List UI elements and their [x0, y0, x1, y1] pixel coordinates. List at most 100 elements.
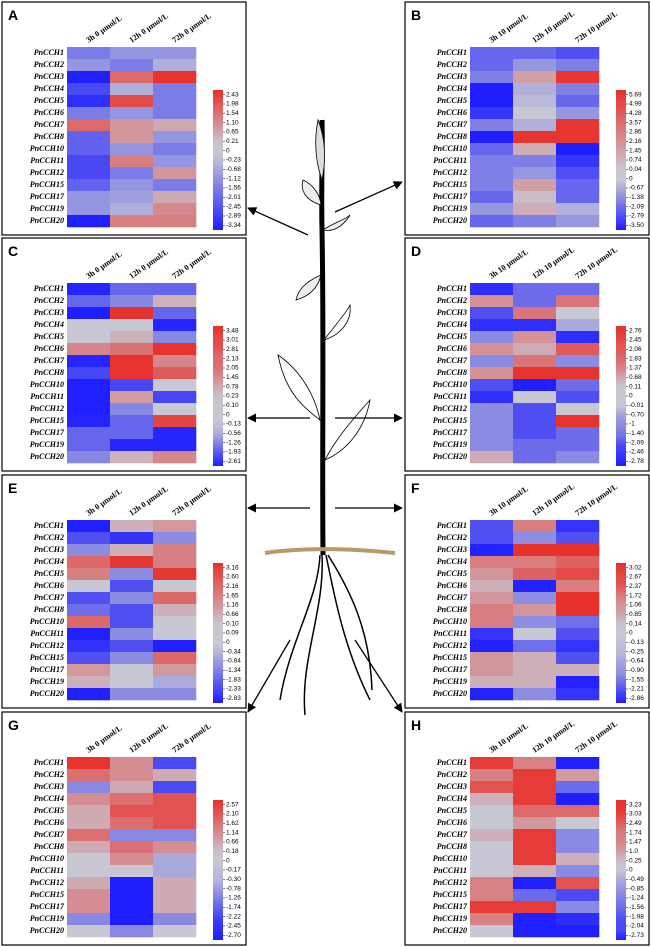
heat-cell — [556, 415, 600, 428]
row-label: PnCCH10 — [30, 617, 64, 626]
heat-cell — [110, 925, 154, 938]
heat-cell — [556, 203, 600, 216]
colorbar-tick-label: -2.79 — [629, 213, 644, 220]
colorbar-tick-label: -0.85 — [629, 885, 644, 892]
heat-cell — [67, 367, 111, 380]
heat-cell — [67, 331, 111, 344]
row-label: PnCCH2 — [34, 296, 64, 305]
colorbar-tick-label: 1.47 — [629, 839, 642, 846]
row-label: PnCCH20 — [433, 689, 467, 698]
row-label: PnCCH4 — [34, 557, 64, 566]
heat-cell — [470, 841, 514, 854]
heat-cell — [556, 59, 600, 72]
heat-cell — [67, 604, 111, 617]
heat-cell — [67, 793, 111, 806]
row-label: PnCCH8 — [34, 605, 64, 614]
heat-cell — [513, 628, 557, 641]
heat-cell — [153, 95, 197, 108]
row-label: PnCCH5 — [437, 332, 467, 341]
row-label: PnCCH12 — [30, 878, 64, 887]
heat-cell — [67, 664, 111, 677]
panel-letter: D — [411, 243, 421, 259]
heat-cell — [513, 155, 557, 168]
heat-cell — [110, 568, 154, 581]
colorbar-tick-label: 2.37 — [629, 583, 642, 590]
row-label: PnCCH20 — [433, 926, 467, 935]
colorbar-tick-label: 4.99 — [629, 101, 642, 108]
heat-cell — [110, 793, 154, 806]
row-label: PnCCH8 — [34, 842, 64, 851]
heat-cell — [556, 913, 600, 926]
heat-cell — [67, 83, 111, 96]
row-label: PnCCH1 — [437, 521, 467, 530]
row-label: PnCCH1 — [34, 48, 64, 57]
heat-cell — [513, 853, 557, 866]
heat-cell — [513, 616, 557, 629]
heat-cell — [153, 119, 197, 132]
heat-cell — [67, 203, 111, 216]
colorbar-tick-label: 0 — [629, 867, 633, 874]
colorbar-tick-label: -1.98 — [629, 913, 644, 920]
colorbar-tick-label: 1.45 — [226, 374, 239, 381]
panel-border — [404, 711, 650, 946]
colorbar-tick-label: -1 — [629, 421, 635, 428]
column-label: 3h 0 μmol/L — [84, 249, 123, 280]
colorbar-tick-label: -1.26 — [226, 439, 241, 446]
column-label: 72h 10 μmol/L — [573, 9, 619, 45]
heat-cell — [470, 628, 514, 641]
row-label: PnCCH17 — [30, 192, 65, 201]
heat-cell — [67, 520, 111, 533]
heat-cell — [153, 829, 197, 842]
heat-cell — [110, 191, 154, 204]
row-label: PnCCH15 — [30, 180, 64, 189]
heat-cell — [556, 793, 600, 806]
heat-cell — [67, 901, 111, 914]
colorbar-tick-label: 1.16 — [226, 602, 239, 609]
heat-cell — [110, 676, 154, 689]
heat-cell — [67, 568, 111, 581]
heat-cell — [110, 841, 154, 854]
heat-cell — [67, 676, 111, 689]
heat-cell — [110, 143, 154, 156]
heat-cell — [513, 403, 557, 416]
colorbar-tick-label: -1.93 — [226, 449, 241, 456]
heat-cell — [556, 877, 600, 890]
heat-cell — [110, 889, 154, 902]
heat-cell — [67, 343, 111, 356]
heat-cell — [556, 179, 600, 192]
row-label: PnCCH7 — [34, 356, 65, 365]
panel-letter: F — [411, 480, 420, 496]
panel-border — [404, 237, 650, 472]
heat-cell — [556, 131, 600, 144]
heat-cell — [513, 568, 557, 581]
heat-cell — [153, 628, 197, 641]
colorbar-tick-label: -2.83 — [226, 695, 241, 702]
heat-cell — [470, 640, 514, 653]
heat-cell — [153, 805, 197, 818]
row-label: PnCCH6 — [437, 108, 467, 117]
heat-cell — [110, 119, 154, 132]
panel-letter: E — [8, 480, 17, 496]
colorbar-tick-label: 1.54 — [226, 110, 239, 117]
row-label: PnCCH5 — [34, 332, 64, 341]
heat-cell — [110, 71, 154, 84]
heat-cell — [513, 331, 557, 344]
heat-cell — [67, 688, 111, 701]
colorbar-tick-label: -0.56 — [226, 430, 241, 437]
heat-cell — [153, 379, 197, 392]
column-label: 72h 0 μmol/L — [170, 247, 212, 280]
row-label: PnCCH11 — [30, 156, 64, 165]
heat-cell — [556, 616, 600, 629]
heat-cell — [110, 520, 154, 533]
heat-cell — [153, 191, 197, 204]
heat-cell — [470, 83, 514, 96]
heat-cell — [110, 640, 154, 653]
row-label: PnCCH20 — [433, 216, 467, 225]
heat-cell — [513, 295, 557, 308]
heat-cell — [556, 215, 600, 228]
heat-cell — [470, 403, 514, 416]
heat-cell — [153, 59, 197, 72]
heat-cell — [556, 331, 600, 344]
heat-cell — [470, 391, 514, 404]
